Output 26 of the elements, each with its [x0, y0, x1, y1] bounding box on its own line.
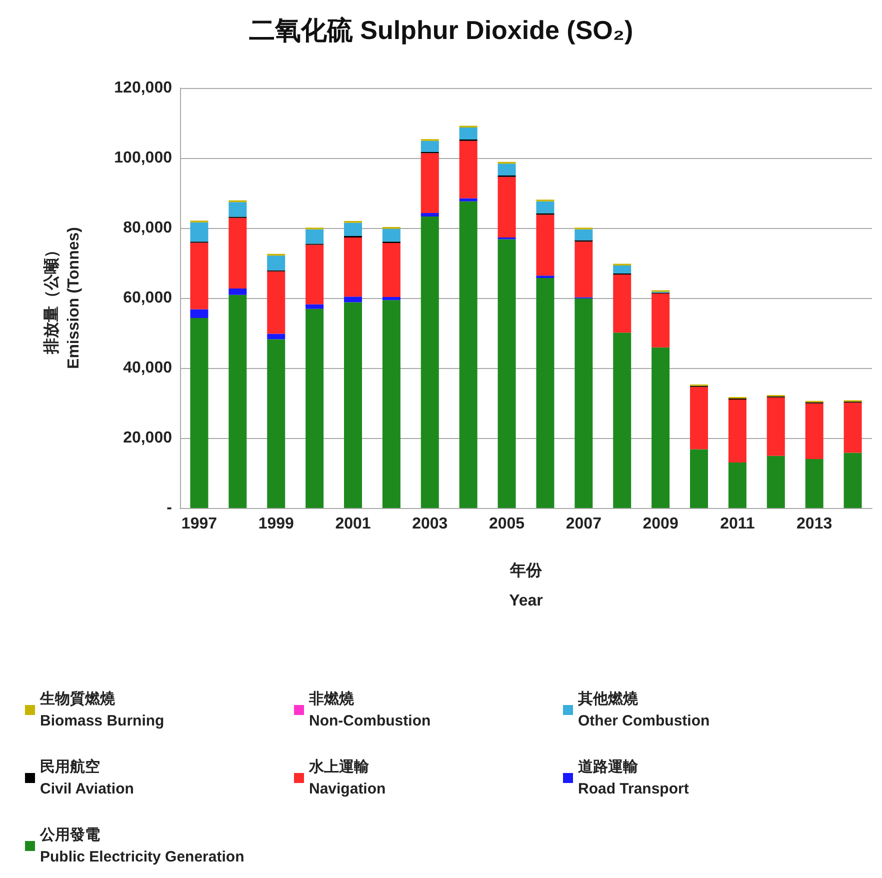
y-tick-label: 80,000 [123, 220, 172, 236]
chart-title: 二氧化硫 Sulphur Dioxide (SO₂) [248, 15, 634, 45]
y-tick-label: 60,000 [123, 290, 172, 306]
x-tick-label: 2009 [642, 516, 678, 532]
x-tick-label: 1999 [258, 516, 294, 532]
x-tick-label: 1997 [181, 516, 218, 532]
x-tick-label: 2011 [720, 516, 755, 532]
legend-label: 水上運輸 Navigation [308, 758, 386, 798]
y-tick-label: - [166, 500, 172, 516]
legend-label: 公用發電 Public Electricity Generation [39, 826, 244, 866]
legend-label: 其他燃燒 Other Combustion [577, 690, 710, 730]
y-tick-label: 100,000 [114, 150, 172, 166]
y-tick-label: 120,000 [114, 80, 172, 96]
y-tick-label: 20,000 [123, 430, 172, 446]
x-tick-label: 2003 [412, 516, 448, 532]
legend-label: 民用航空 Civil Aviation [40, 758, 134, 798]
legend-label: 生物質燃燒 Biomass Burning [39, 690, 164, 730]
legend-label: 道路運輸 Road Transport [578, 758, 689, 798]
y-axis-title: 排放量（公噸） Emission (Tonnes) [42, 227, 82, 369]
x-tick-label: 2007 [566, 516, 602, 532]
legend-label: 非燃燒 Non-Combustion [308, 690, 431, 730]
x-tick-label: 2013 [796, 516, 832, 532]
x-axis-title: 年份 Year [509, 562, 543, 610]
x-tick-label: 2005 [488, 516, 525, 532]
y-tick-label: 40,000 [123, 360, 172, 376]
x-tick-label: 2001 [335, 516, 371, 532]
